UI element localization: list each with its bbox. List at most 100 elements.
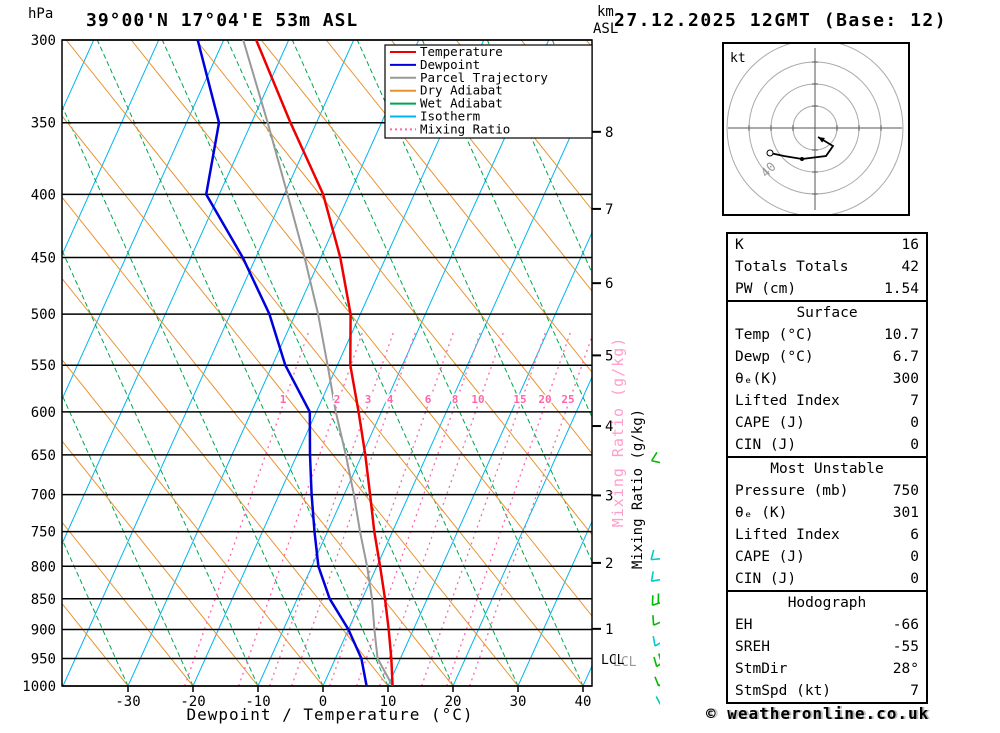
hodograph-unit-label: kt <box>730 51 746 66</box>
indices-table: K 16 Totals Totals 42 PW (cm) 1.54 <box>726 232 928 302</box>
station-title: 39°00'N 17°04'E 53m ASL <box>86 10 358 31</box>
table-row-label: Totals Totals <box>735 259 849 275</box>
table-row-label: Pressure (mb) <box>735 483 849 499</box>
pressure-tick-label: 650 <box>31 448 56 464</box>
mixing-ratio-axis-label-pink: Mixing Ratio (g/kg) <box>609 337 627 528</box>
table-row-value: 6.7 <box>892 349 919 365</box>
table-row-label: θₑ (K) <box>735 505 788 521</box>
temp-tick-label: -20 <box>180 694 205 710</box>
table-row-value: 0 <box>910 437 919 453</box>
skewt-chart: hPa 39°00'N 17°04'E 53m ASL km ASL -30 -2… <box>22 4 704 724</box>
mixing-ratio-value-label: 3 <box>365 393 372 406</box>
table-row-label: Lifted Index <box>735 393 840 409</box>
mixing-ratio-value-label: 8 <box>452 393 459 406</box>
table-row: K 16 <box>728 234 926 256</box>
table-section-header: Surface <box>796 305 858 321</box>
hodograph-trace <box>766 136 835 161</box>
table-row-label: θₑ(K) <box>735 371 779 387</box>
pressure-tick-label: 1000 <box>22 679 56 695</box>
table-row: Totals Totals 42 <box>728 256 926 278</box>
hodograph-table: Hodograph EH -66 SREH -55 StmDir 28° StmSpd (kt… <box>726 590 928 704</box>
legend-item-label: Mixing Ratio <box>420 121 510 136</box>
table-row-value: 0 <box>910 415 919 431</box>
legend-item-label: Temperature <box>420 44 503 59</box>
x-axis-title: Dewpoint / Temperature (°C) <box>186 705 473 724</box>
table-row: SREH -55 <box>728 636 926 658</box>
mixing-ratio-value-label: 6 <box>425 393 432 406</box>
table-row-value: 42 <box>901 259 919 275</box>
legend-item-label: Wet Adiabat <box>420 96 503 111</box>
table-row-label: CAPE (J) <box>735 549 805 565</box>
table-row-label: CIN (J) <box>735 571 797 587</box>
pressure-tick-label: 500 <box>31 307 56 323</box>
table-row: CIN (J) 0 <box>728 434 926 456</box>
table-row-value: 0 <box>910 549 919 565</box>
table-row-label: Temp (°C) <box>735 327 814 343</box>
table-section-header: Most Unstable <box>770 461 884 477</box>
legend-item-label: Dewpoint <box>420 57 480 72</box>
table-row-value: 16 <box>901 237 919 253</box>
km-tick-label: 4 <box>605 419 613 435</box>
lcl-marker: LCL <box>601 653 625 668</box>
km-axis-label: km <box>597 4 614 20</box>
copyright: © weatheronline.co.uk <box>706 704 930 723</box>
temperature-line <box>255 40 394 686</box>
hodograph-rings <box>726 44 904 214</box>
asl-axis-label: ASL <box>593 21 618 37</box>
table-row-value: 1.54 <box>884 281 919 297</box>
temp-tick-label: 0 <box>319 694 327 710</box>
km-tick-label: 6 <box>605 276 613 292</box>
pressure-unit-label: hPa <box>28 6 53 22</box>
plot-frame <box>61 39 593 687</box>
hodograph-frame <box>722 42 910 216</box>
mixing-ratio-axis-label: Mixing Ratio (g/kg) <box>630 409 646 569</box>
table-row-label: CAPE (J) <box>735 415 805 431</box>
table-row-label: K <box>735 237 744 253</box>
table-row: Lifted Index 6 <box>728 524 926 546</box>
table-row: CIN (J) 0 <box>728 568 926 590</box>
table-row: Temp (°C) 10.7 <box>728 324 926 346</box>
table-row: CAPE (J) 0 <box>728 546 926 568</box>
pressure-tick-label: 600 <box>31 405 56 421</box>
dewpoint-line <box>196 40 368 686</box>
temp-tick-label: 10 <box>380 694 397 710</box>
datetime-title: 27.12.2025 12GMT (Base: 12) <box>614 10 948 31</box>
table-row-value: 301 <box>892 505 919 521</box>
table-row-value: 28° <box>892 661 919 677</box>
table-row-value: 750 <box>892 483 919 499</box>
hodograph: kt 40 <box>722 42 910 216</box>
table-row-value: 7 <box>910 683 919 699</box>
table-row: EH -66 <box>728 614 926 636</box>
stats-panel: K 16 Totals Totals 42 PW (cm) 1.54 Surface Tem… <box>726 232 928 704</box>
pressure-tick-label: 400 <box>31 187 56 203</box>
pressure-tick-label: 450 <box>31 251 56 267</box>
table-section-header: Hodograph <box>787 595 867 611</box>
table-row-label: PW (cm) <box>735 281 797 297</box>
km-tick-label: 2 <box>605 556 613 572</box>
table-row: Dewp (°C) 6.7 <box>728 346 926 368</box>
table-row-label: StmDir <box>735 661 788 677</box>
table-row-value: -66 <box>892 617 919 633</box>
table-row-value: 6 <box>910 527 919 543</box>
lcl-marker-shadow: LCL <box>613 655 637 670</box>
legend-item-label: Dry Adiabat <box>420 83 503 98</box>
pressure-tick-label: 750 <box>31 525 56 541</box>
temp-tick-label: 30 <box>510 694 527 710</box>
pressure-tick-label: 550 <box>31 358 56 374</box>
surface-table: Surface Temp (°C) 10.7 Dewp (°C) 6.7 θₑ(K) 300… <box>726 300 928 458</box>
km-tick-label: 1 <box>605 622 613 638</box>
chart-layers: -30 -20 -10 0 10 20 30 40 300 350 400 450 500 550 600 6… <box>22 15 704 710</box>
km-tick-label: 8 <box>605 125 613 141</box>
pressure-tick-label: 850 <box>31 592 56 608</box>
mixing-ratio-value-label: 2 <box>334 393 341 406</box>
km-tick-label: 3 <box>605 488 613 504</box>
table-row-label: StmSpd (kt) <box>735 683 832 699</box>
temp-tick-label: 40 <box>575 694 592 710</box>
table-row-label: EH <box>735 617 753 633</box>
mixing-ratio-value-label: 10 <box>471 393 484 406</box>
pressure-tick-label: 350 <box>31 116 56 132</box>
temp-tick-label: -30 <box>115 694 140 710</box>
mixing-ratio-value-label: 1 <box>280 393 287 406</box>
pressure-tick-label: 900 <box>31 622 56 638</box>
table-row: θₑ (K) 301 <box>728 502 926 524</box>
